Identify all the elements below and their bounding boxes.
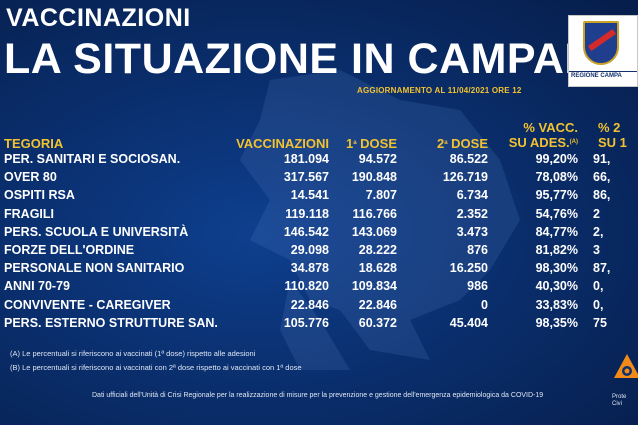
category-cell: PERS. ESTERNO STRUTTURE SAN. <box>4 315 218 330</box>
category-cell: FORZE DELL'ORDINE <box>4 243 135 257</box>
footnotes: (A) Le percentuali si riferiscono ai vac… <box>10 347 302 375</box>
dose2-cell: 986 <box>467 279 488 294</box>
footnote-a: (A) Le percentuali si riferiscono ai vac… <box>10 349 256 358</box>
category-cell: PER. SANITARI E SOCIOSAN. <box>4 152 181 166</box>
vaccinations-cell: 119.118 <box>285 206 329 221</box>
dose1-cell: 190.848 <box>351 170 397 185</box>
table-row: ANNI 70-79 110.820 109.834 986 40,30% 0, <box>0 279 638 297</box>
table-row: PER. SANITARI E SOCIOSAN. 181.094 94.572 86… <box>0 152 638 170</box>
dose1-cell: 22.846 <box>358 297 397 312</box>
vaccinations-cell: 317.567 <box>283 170 329 185</box>
pct-vacc-cell: 40,30% <box>535 279 578 294</box>
dose2-cell: 3.473 <box>456 224 488 239</box>
column-header-pct-dose2: % 2 SU 1 <box>598 120 627 150</box>
category-cell: PERSONALE NON SANITARIO <box>4 261 185 276</box>
pct-dose2-cell: 2, <box>593 224 604 239</box>
dose2-cell: 16.250 <box>449 261 488 276</box>
dose2-cell: 6.734 <box>456 188 488 203</box>
vaccinations-cell: 110.820 <box>284 279 330 294</box>
dose2-cell: 2.352 <box>456 206 488 221</box>
logo-label: REGIONE CAMPA <box>569 71 637 79</box>
coat-of-arms-icon <box>583 21 619 65</box>
dose1-cell: 116.766 <box>352 206 398 221</box>
pct-vacc-cell: 78,08% <box>535 170 578 185</box>
pct-dose2-cell: 91, <box>593 152 611 166</box>
dose2-cell: 86.522 <box>449 152 488 166</box>
category-cell: OVER 80 <box>4 170 57 185</box>
pct-vacc-cell: 99,20% <box>535 152 578 166</box>
column-header-dose2: 2a DOSE <box>436 136 488 151</box>
pct-vacc-cell: 81,82% <box>535 243 578 257</box>
table-row: OSPITI RSA 14.541 7.807 6.734 95,77% 86, <box>0 188 638 206</box>
column-header-vaccinations: VACCINAZIONI <box>236 136 329 151</box>
protezione-civile-logo-icon <box>614 354 638 378</box>
dose1-cell: 18.628 <box>358 261 397 276</box>
pct-dose2-cell: 3 <box>593 243 600 257</box>
vaccinations-cell: 105.776 <box>283 315 329 330</box>
table-row: PERS. ESTERNO STRUTTURE SAN. 105.776 60.37… <box>0 316 638 334</box>
category-cell: OSPITI RSA <box>4 188 75 203</box>
dose1-cell: 109.834 <box>351 279 397 294</box>
column-header-dose1: 1a DOSE <box>345 136 397 151</box>
vaccinations-cell: 29.098 <box>290 243 329 257</box>
pct-vacc-cell: 54,76% <box>535 206 578 221</box>
table-row: PERS. SCUOLA E UNIVERSITÀ 146.542 143.069 3… <box>0 225 638 243</box>
update-timestamp: AGGIORNAMENTO AL 11/04/2021 ORE 12 <box>357 86 522 95</box>
page-title: LA SITUAZIONE IN CAMPANIA <box>4 35 638 83</box>
table-row: OVER 80 317.567 190.848 126.719 78,08% 66, <box>0 170 638 188</box>
regione-campania-logo: REGIONE CAMPA <box>568 15 638 87</box>
vaccinations-cell: 22.846 <box>290 297 329 312</box>
dose2-cell: 45.404 <box>449 315 488 330</box>
pct-dose2-cell: 0, <box>593 279 604 294</box>
pct-vacc-cell: 33,83% <box>535 297 578 312</box>
pct-dose2-cell: 86, <box>593 188 611 203</box>
table-row: FRAGILI 119.118 116.766 2.352 54,76% 2 <box>0 207 638 225</box>
title-small: VACCINAZIONI <box>6 4 191 32</box>
category-cell: PERS. SCUOLA E UNIVERSITÀ <box>4 224 189 239</box>
dose1-cell: 7.807 <box>365 188 397 203</box>
table-row: CONVIVENTE - CAREGIVER 22.846 22.846 0 33,83… <box>0 298 638 316</box>
column-header-category: TEGORIA <box>4 136 64 151</box>
campania-map-background <box>240 70 520 370</box>
footnote-b: (B) Le percentuali si riferiscono ai vac… <box>10 363 302 372</box>
table-row: FORZE DELL'ORDINE 29.098 28.222 876 81,82% 3 <box>0 243 638 261</box>
pct-dose2-cell: 2 <box>593 206 600 221</box>
pct-dose2-cell: 75 <box>593 315 607 330</box>
category-cell: ANNI 70-79 <box>4 279 70 294</box>
dose1-cell: 28.222 <box>358 243 397 257</box>
dose1-cell: 143.069 <box>351 224 397 239</box>
category-cell: FRAGILI <box>4 206 54 221</box>
vaccinations-cell: 34.878 <box>290 261 329 276</box>
pct-vacc-cell: 98,30% <box>535 261 578 276</box>
pct-dose2-cell: 87, <box>593 261 611 276</box>
dose1-cell: 94.572 <box>358 152 397 166</box>
category-cell: CONVIVENTE - CAREGIVER <box>4 297 171 312</box>
dose1-cell: 60.372 <box>358 315 397 330</box>
dose2-cell: 876 <box>467 243 488 257</box>
pct-vacc-cell: 98,35% <box>535 315 578 330</box>
vaccinations-cell: 181.094 <box>283 152 329 166</box>
dose2-cell: 126.719 <box>442 170 488 185</box>
column-header-pct-vacc: % VACC. SU ADES.(A) <box>508 120 578 150</box>
table-row: PERSONALE NON SANITARIO 34.878 18.628 16.25… <box>0 261 638 279</box>
pct-dose2-cell: 66, <box>593 170 611 185</box>
pct-vacc-cell: 95,77% <box>535 188 578 203</box>
vaccinations-cell: 146.542 <box>283 224 329 239</box>
vaccinations-cell: 14.541 <box>290 188 329 203</box>
dose2-cell: 0 <box>481 297 488 312</box>
pct-vacc-cell: 84,77% <box>535 224 578 239</box>
protezione-civile-label: Prote Civi <box>612 394 627 407</box>
source-note: Dati ufficiali dell'Unità di Crisi Regio… <box>92 392 544 399</box>
pct-dose2-cell: 0, <box>593 297 604 312</box>
